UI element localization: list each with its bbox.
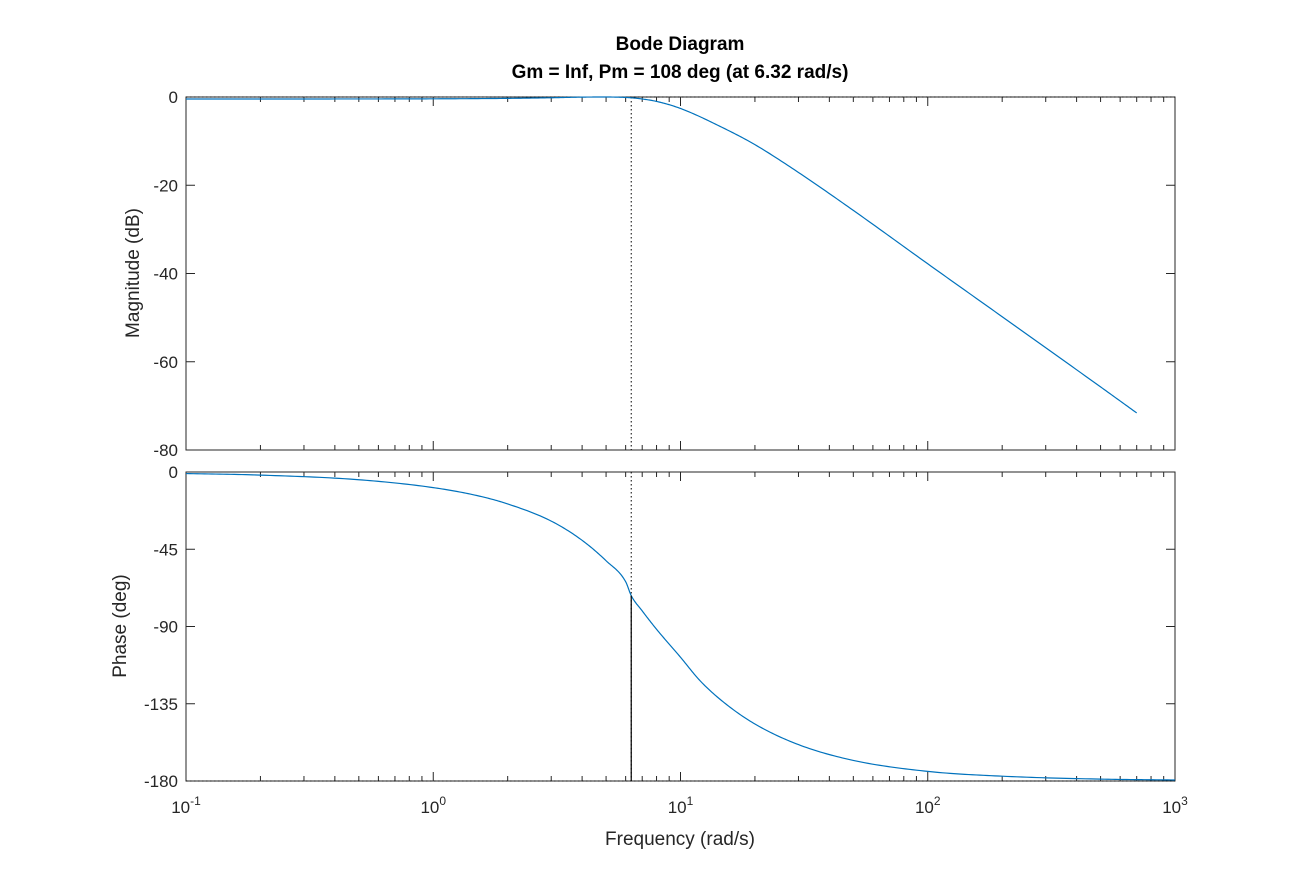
magnitude-y-axis-label: Magnitude (dB): [123, 208, 144, 338]
phase-reference-lines: [186, 472, 1175, 782]
magnitude-curve: [186, 96, 1138, 414]
phase-tick-marks: [185, 471, 1175, 782]
frequency-tick-label: 101: [668, 794, 694, 817]
phase-ytick-label: -135: [144, 695, 178, 714]
phase-y-tick-labels: 0 -45 -90 -135 -180: [144, 463, 178, 791]
magnitude-plot: 0 -20 -40 -60 -80 Magnitude (dB): [123, 88, 1176, 460]
phase-y-axis-label: Phase (deg): [110, 574, 131, 678]
phase-ytick-label: -90: [153, 618, 178, 637]
magnitude-ytick-label: 0: [169, 88, 178, 107]
phase-plot: 0 -45 -90 -135 -180 10-1 100 101 102 103 Phase (…: [110, 463, 1188, 850]
phase-curve: [185, 472, 1176, 781]
chart-subtitle: Gm = Inf, Pm = 108 deg (at 6.32 rad/s): [512, 62, 849, 83]
phase-ytick-label: -180: [144, 772, 178, 791]
magnitude-ytick-label: -60: [153, 353, 178, 372]
magnitude-tick-marks: [185, 96, 1175, 451]
magnitude-ytick-label: -20: [153, 176, 178, 195]
frequency-tick-label: 103: [1162, 794, 1188, 817]
magnitude-axes-frame: [185, 96, 1176, 451]
frequency-x-axis-label: Frequency (rad/s): [605, 829, 755, 850]
magnitude-ytick-label: -80: [153, 441, 178, 460]
phase-axes-frame: [185, 471, 1176, 782]
magnitude-reference-lines: [186, 96, 1175, 450]
magnitude-ytick-label: -40: [153, 265, 178, 284]
phase-ytick-label: -45: [153, 540, 178, 559]
phase-ytick-label: 0: [169, 463, 178, 482]
magnitude-y-tick-labels: 0 -20 -40 -60 -80: [153, 88, 178, 460]
frequency-tick-label: 10-1: [171, 794, 201, 817]
frequency-tick-label: 100: [420, 794, 446, 817]
frequency-tick-label: 102: [915, 794, 941, 817]
frequency-tick-labels: 10-1 100 101 102 103: [171, 794, 1188, 817]
chart-title: Bode Diagram: [616, 34, 745, 55]
